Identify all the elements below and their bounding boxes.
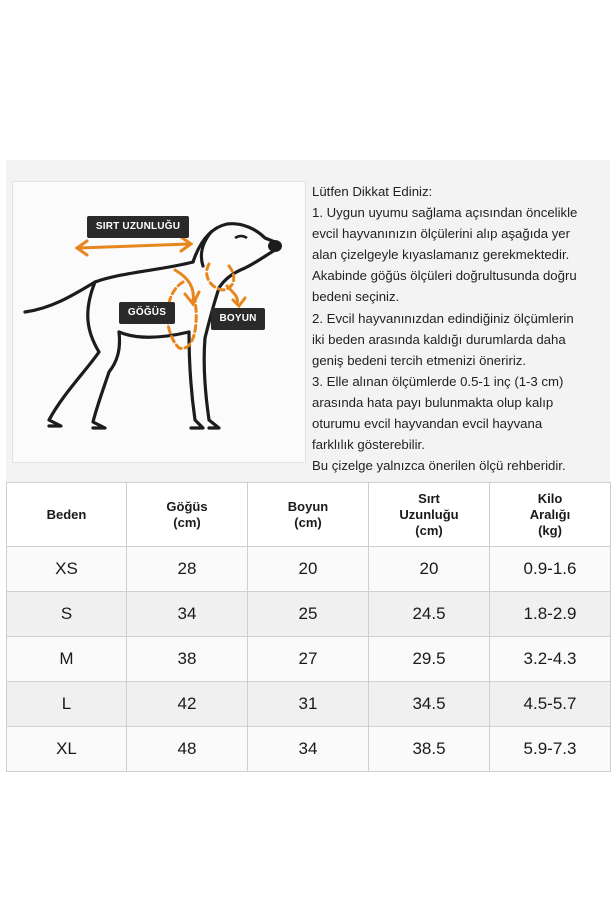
cell-chest: 48 [126, 726, 248, 772]
size-table: Beden Göğüs (cm) Boyun (cm) Sırt Uzunluğu (c… [6, 482, 611, 772]
attention-notes: Lütfen Dikkat Ediniz: 1. Uygun uyumu sağ… [312, 181, 612, 476]
cell-weight: 0.9-1.6 [489, 546, 611, 592]
notes-line: geniş bedeni tercih etmenizi öneririz. [312, 352, 527, 368]
cell-neck: 34 [247, 726, 369, 772]
back-length-arrow [77, 242, 191, 250]
cell-neck: 31 [247, 681, 369, 727]
table-row: L 42 31 34.5 4.5-5.7 [6, 681, 611, 727]
notes-line: alan çizelgeyle kıyaslamanız gerekmekted… [312, 247, 570, 263]
back-length-label: SIRT UZUNLUĞU [87, 216, 189, 238]
cell-back-length: 29.5 [368, 636, 490, 682]
neck-loop [205, 262, 236, 292]
cell-weight: 3.2-4.3 [489, 636, 611, 682]
cell-neck: 20 [247, 546, 369, 592]
notes-line: 3. Elle alınan ölçümlerde 0.5-1 inç (1-3… [312, 373, 564, 389]
dog-nose-icon [268, 240, 282, 252]
header-weight-range: Kilo Aralığı (kg) [489, 482, 611, 547]
table-row: XL 48 34 38.5 5.9-7.3 [6, 726, 611, 772]
cell-weight: 5.9-7.3 [489, 726, 611, 772]
header-size: Beden [6, 482, 127, 547]
table-row: XS 28 20 20 0.9-1.6 [6, 546, 611, 592]
chest-loop [166, 280, 198, 350]
cell-weight: 4.5-5.7 [489, 681, 611, 727]
cell-back-length: 20 [368, 546, 490, 592]
notes-line: farklılık gösterebilir. [312, 437, 425, 453]
notes-line: oturumu evcil hayvandan evcil hayvana [312, 416, 543, 432]
notes-line: Bu çizelge yalnızca önerilen ölçü rehber… [312, 458, 566, 474]
cell-size: XL [6, 726, 127, 772]
chest-label: GÖĞÜS [119, 302, 175, 324]
cell-back-length: 24.5 [368, 591, 490, 637]
notes-line: 2. Evcil hayvanınızdan edindiğiniz ölçüm… [312, 310, 574, 326]
cell-chest: 28 [126, 546, 248, 592]
cell-chest: 42 [126, 681, 248, 727]
header-chest: Göğüs (cm) [126, 482, 248, 547]
notes-line: evcil hayvanınızın ölçülerini alıp aşağı… [312, 226, 571, 242]
cell-size: S [6, 591, 127, 637]
dog-outline-icon [23, 222, 282, 430]
notes-line: Akabinde göğüs ölçüleri doğrultusunda do… [312, 268, 577, 284]
cell-neck: 27 [247, 636, 369, 682]
dog-measurement-diagram: SIRT UZUNLUĞU GÖĞÜS BOYUN [12, 181, 306, 463]
cell-size: L [6, 681, 127, 727]
header-neck: Boyun (cm) [247, 482, 369, 547]
notes-line: iki beden arasında kaldığı durumlarda da… [312, 331, 566, 347]
cell-chest: 34 [126, 591, 248, 637]
header-back-length: Sırt Uzunluğu (cm) [368, 482, 490, 547]
notes-line: arasında hata payı bulunmakta olup kalıp [312, 394, 554, 410]
notes-line: Lütfen Dikkat Ediniz: [312, 184, 433, 199]
cell-size: M [6, 636, 127, 682]
cell-back-length: 38.5 [368, 726, 490, 772]
table-row: S 34 25 24.5 1.8-2.9 [6, 591, 611, 637]
cell-chest: 38 [126, 636, 248, 682]
cell-size: XS [6, 546, 127, 592]
neck-label: BOYUN [211, 308, 265, 330]
cell-back-length: 34.5 [368, 681, 490, 727]
cell-weight: 1.8-2.9 [489, 591, 611, 637]
table-row: M 38 27 29.5 3.2-4.3 [6, 636, 611, 682]
notes-line: bedeni seçiniz. [312, 289, 400, 305]
table-header-row: Beden Göğüs (cm) Boyun (cm) Sırt Uzunluğu (c… [6, 482, 611, 547]
notes-line: 1. Uygun uyumu sağlama açısından öncelik… [312, 205, 578, 221]
cell-neck: 25 [247, 591, 369, 637]
